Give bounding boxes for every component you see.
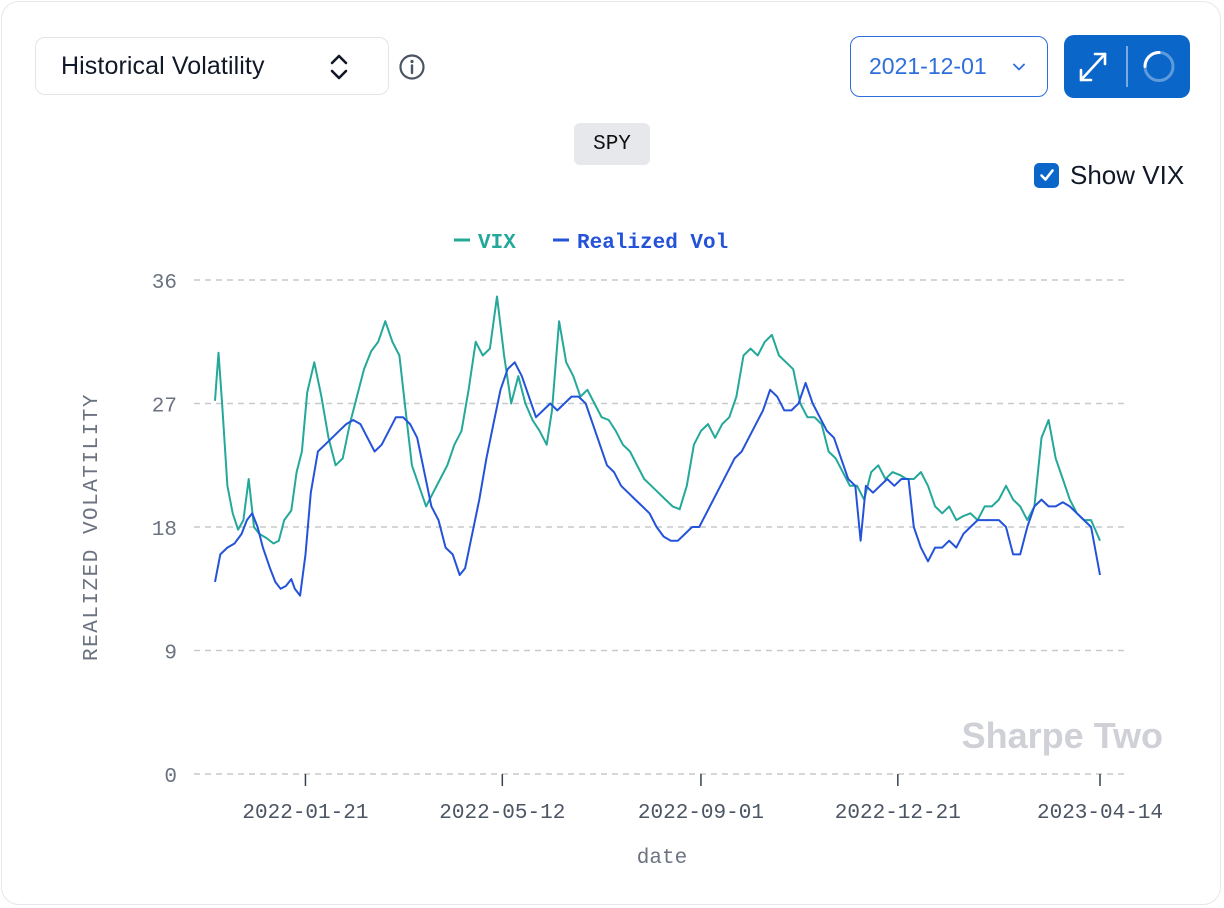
y-tick-label: 9 [164,643,177,666]
x-tick-label: 2022-12-21 [835,802,961,825]
refresh-button[interactable] [1128,35,1190,98]
y-axis-ticks: 0 9 18 27 36 [152,272,177,789]
y-tick-label: 0 [164,766,177,789]
show-vix-checkbox[interactable] [1034,162,1059,188]
series-line-realized-vol [214,361,1101,597]
y-tick-label: 27 [152,396,177,419]
checkmark-icon [1039,169,1054,181]
info-icon[interactable] [397,52,427,82]
x-axis-label: date [637,847,687,870]
refresh-spinner-icon [1143,51,1175,82]
legend-label-realized: Realized Vol [577,232,728,255]
chart-action-buttons [1064,35,1190,98]
button-divider [1126,46,1128,87]
up-down-chevron-icon [330,54,348,80]
x-axis-ticks: 2022-01-21 2022-05-12 2022-09-01 2022-12-21… [242,774,1163,825]
y-tick-label: 36 [152,272,177,295]
expand-button[interactable] [1064,35,1126,98]
start-date-select[interactable]: 2021-12-01 [850,36,1048,97]
series-line-vix [214,295,1101,545]
show-vix-toggle[interactable]: Show VIX [1034,160,1184,190]
watermark: Sharpe Two [962,715,1163,756]
start-date-value: 2021-12-01 [869,53,987,79]
y-tick-label: 18 [152,519,177,542]
y-axis-label: REALIZED VOLATILITY [81,393,104,661]
ticker-badge: SPY [574,123,650,165]
show-vix-label: Show VIX [1070,159,1185,190]
metric-select[interactable]: Historical Volatility [35,37,389,95]
legend: VIX Realized Vol [454,232,728,255]
grid-lines [194,279,1125,652]
x-tick-label: 2023-04-14 [1037,802,1163,825]
x-tick-label: 2022-09-01 [638,802,764,825]
chevron-down-icon [1013,63,1025,71]
x-tick-label: 2022-05-12 [439,802,565,825]
legend-label-vix: VIX [478,232,516,255]
expand-icon [1079,52,1107,82]
x-tick-label: 2022-01-21 [242,802,368,825]
metric-select-label: Historical Volatility [61,51,265,80]
